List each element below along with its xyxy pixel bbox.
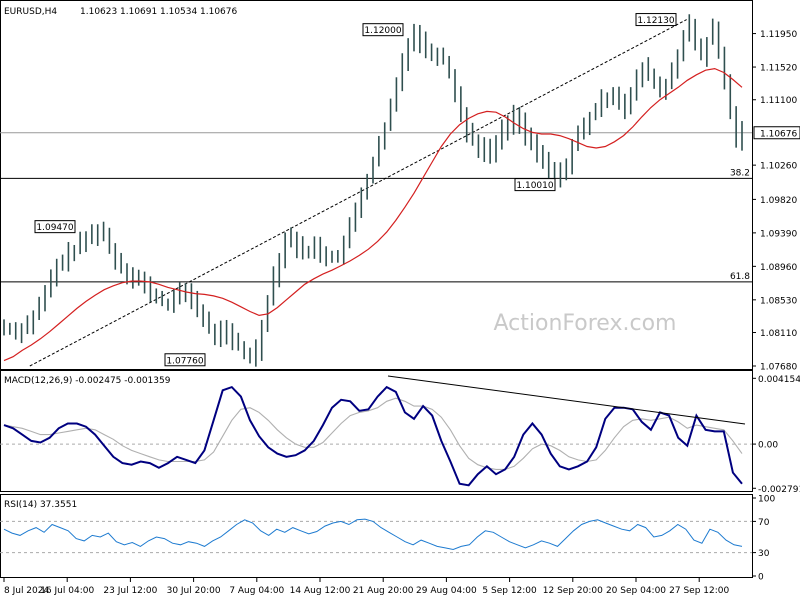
uptrend-channel-line	[29, 19, 687, 367]
swing-label-2: 1.12000	[364, 26, 401, 36]
swing-label-1: 1.07760	[166, 356, 203, 366]
swing-label-box	[635, 13, 677, 27]
price-axis-label: 1.08530	[760, 296, 797, 306]
rsi-layer	[0, 518, 752, 554]
time-axis-label: 29 Aug 04:00	[416, 586, 477, 596]
price-axis-label: 1.09390	[760, 229, 797, 239]
time-axis-label: 8 Jul 2024	[4, 586, 49, 596]
price-axis-label: 1.08110	[760, 329, 797, 339]
price-axis-label: 1.09820	[760, 196, 797, 206]
rsi-axis-label: 70	[758, 518, 770, 528]
ohlc-close: 1.10676	[200, 7, 237, 17]
price-axis-current-label: 1.10676	[760, 129, 797, 139]
time-axis-label: 30 Jul 20:00	[167, 586, 221, 596]
time-axis-label: 14 Aug 12:00	[290, 586, 351, 596]
moving-average-line	[3, 67, 743, 362]
macd-layer	[0, 375, 752, 487]
swing-label-3: 1.10010	[516, 181, 553, 191]
swing-label-box	[164, 353, 206, 367]
macd-signal-line	[3, 397, 743, 470]
swing-label-4: 1.12130	[637, 16, 674, 26]
price-layer: 38.2 61.8 1.09470 1.07760 1.12000 1.10010 1.12…	[0, 13, 752, 367]
ohlc-high: 1.10691	[120, 7, 157, 17]
time-axis-label: 20 Sep 04:00	[606, 586, 666, 596]
rsi-axis-label: 30	[758, 549, 770, 559]
current-price-tag	[753, 126, 800, 140]
price-axis-label: 1.10260	[760, 162, 797, 172]
price-title: EURUSD,H4	[4, 7, 57, 17]
price-axis-label: 1.11520	[760, 64, 797, 74]
macd-pane-frame	[0, 370, 753, 492]
time-axis-label: 7 Aug 04:00	[229, 586, 284, 596]
macd-main-line	[3, 385, 743, 487]
time-axis-label: 23 Jul 12:00	[103, 586, 157, 596]
ohlc-low: 1.10534	[160, 7, 197, 17]
swing-label-box	[514, 178, 556, 192]
rsi-line	[3, 518, 743, 551]
macd-axis-label: 0.00	[758, 441, 778, 451]
macd-divergence-line	[387, 375, 746, 425]
price-axis-label: 1.08960	[760, 263, 797, 273]
price-pane-frame	[0, 0, 753, 370]
rsi-title: RSI(14) 37.3551	[4, 500, 77, 510]
time-axis-label: 5 Sep 12:00	[482, 586, 537, 596]
swing-label-box	[362, 23, 404, 37]
rsi-pane-frame	[0, 494, 753, 578]
macd-title: MACD(12,26,9) -0.002475 -0.001359	[4, 376, 171, 386]
static-layer: ActionForex.com EURUSD,H4 1.10623 1.1069…	[4, 7, 676, 510]
time-axis-label: 16 Jul 04:00	[40, 586, 94, 596]
macd-axis-label: 0.004154	[758, 375, 800, 385]
rsi-axis-label: 100	[758, 495, 775, 505]
ohlc-open: 1.10623	[80, 7, 117, 17]
time-axis-label: 27 Sep 12:00	[669, 586, 729, 596]
price-axis-label: 1.11100	[760, 96, 797, 106]
axes-layer: 1.11950 1.11520 1.11100 1.10676 1.10260 1.098…	[3, 30, 800, 596]
fib-label-61.8: 61.8	[730, 272, 750, 282]
time-axis-label: 21 Aug 20:00	[353, 586, 414, 596]
price-axis-label: 1.11950	[760, 30, 797, 40]
time-axis-label: 12 Sep 20:00	[543, 586, 603, 596]
swing-label-0: 1.09470	[36, 223, 73, 233]
watermark-text: ActionForex.com	[494, 311, 677, 336]
macd-axis-label: -0.002791	[758, 485, 800, 495]
fib-label-38.2: 38.2	[730, 168, 750, 178]
swing-label-box	[34, 220, 76, 234]
price-axis-label: 1.07680	[760, 363, 797, 373]
rsi-axis-label: 0	[758, 573, 764, 583]
